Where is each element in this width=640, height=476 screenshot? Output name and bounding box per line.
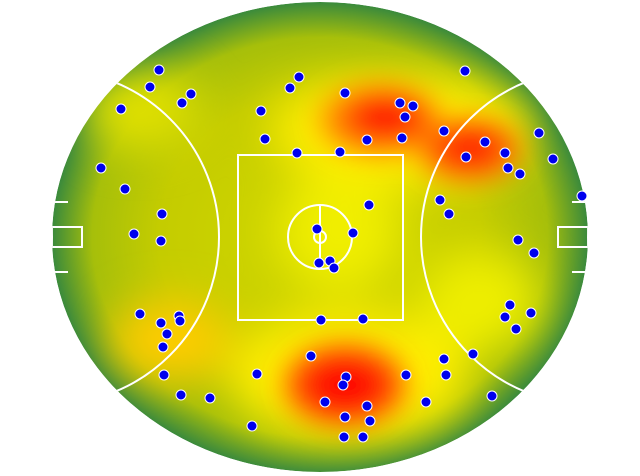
point <box>334 146 346 158</box>
point <box>185 88 197 100</box>
point <box>246 420 258 432</box>
point <box>338 431 350 443</box>
point <box>339 411 351 423</box>
point <box>533 127 545 139</box>
points <box>95 64 588 443</box>
point <box>459 65 471 77</box>
point <box>157 341 169 353</box>
point <box>175 389 187 401</box>
point <box>443 208 455 220</box>
point <box>115 103 127 115</box>
point <box>305 350 317 362</box>
point <box>460 151 472 163</box>
point <box>119 183 131 195</box>
point <box>259 133 271 145</box>
point <box>510 323 522 335</box>
point <box>144 81 156 93</box>
point <box>502 162 514 174</box>
point <box>440 369 452 381</box>
point <box>357 431 369 443</box>
point <box>364 415 376 427</box>
point <box>328 262 340 274</box>
point <box>547 153 559 165</box>
point <box>155 235 167 247</box>
point <box>361 400 373 412</box>
point <box>128 228 140 240</box>
point <box>95 162 107 174</box>
point <box>479 136 491 148</box>
point <box>407 100 419 112</box>
point <box>363 199 375 211</box>
point <box>315 314 327 326</box>
point <box>204 392 216 404</box>
point <box>284 82 296 94</box>
point <box>438 353 450 365</box>
point <box>396 132 408 144</box>
point <box>576 190 588 202</box>
point <box>467 348 479 360</box>
point <box>499 147 511 159</box>
point <box>319 396 331 408</box>
point <box>394 97 406 109</box>
point <box>339 87 351 99</box>
point <box>337 379 349 391</box>
point <box>499 311 511 323</box>
point <box>347 227 359 239</box>
point <box>293 71 305 83</box>
point <box>251 368 263 380</box>
point <box>361 134 373 146</box>
point <box>514 168 526 180</box>
point <box>255 105 267 117</box>
point <box>357 313 369 325</box>
point <box>161 328 173 340</box>
point <box>525 307 537 319</box>
point <box>486 390 498 402</box>
point <box>434 194 446 206</box>
point <box>176 97 188 109</box>
point <box>153 64 165 76</box>
point <box>504 299 516 311</box>
point <box>155 317 167 329</box>
point <box>158 369 170 381</box>
point <box>313 257 325 269</box>
point <box>399 111 411 123</box>
point <box>400 369 412 381</box>
point <box>528 247 540 259</box>
point <box>438 125 450 137</box>
point <box>512 234 524 246</box>
point <box>134 308 146 320</box>
point <box>156 208 168 220</box>
point <box>420 396 432 408</box>
point <box>291 147 303 159</box>
point <box>174 315 186 327</box>
point <box>311 223 323 235</box>
